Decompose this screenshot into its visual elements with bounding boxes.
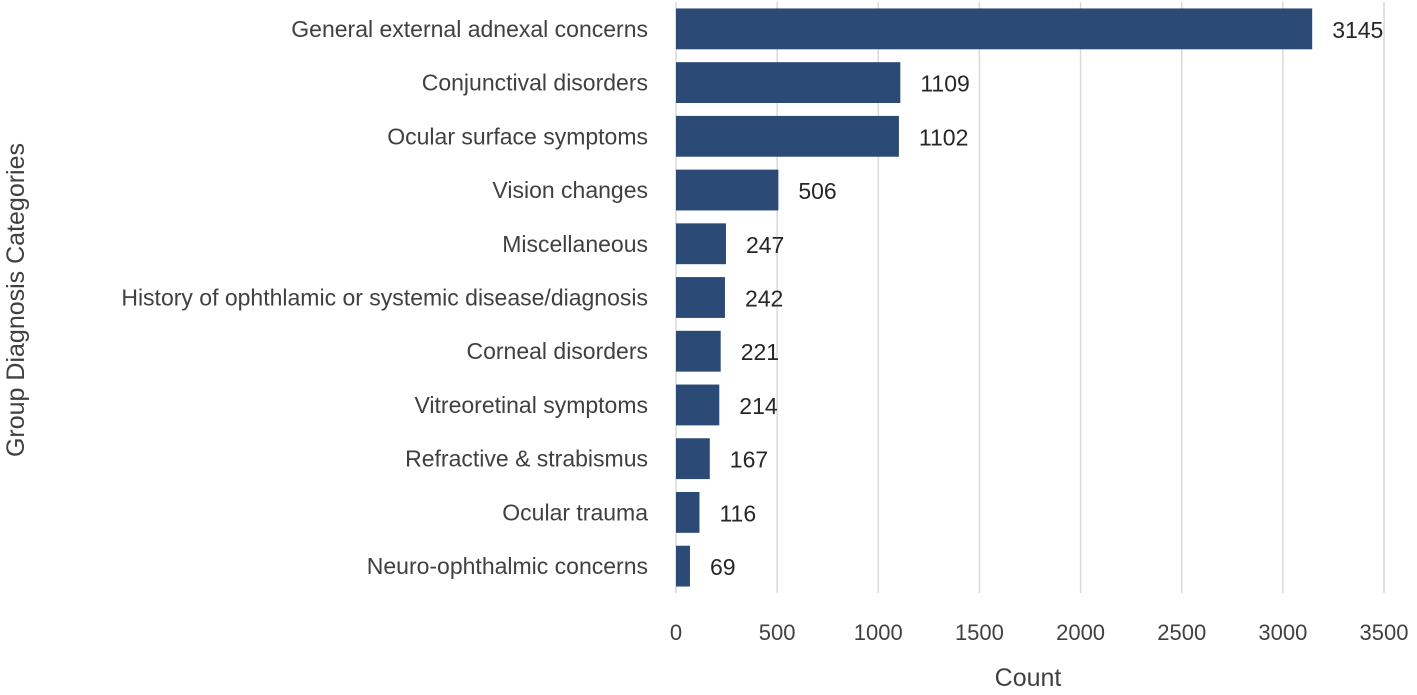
data-labels: 3145 1109 1102 506 247 242 221 214 167 116 69 (710, 17, 1383, 580)
category-label: Ocular trauma (502, 499, 648, 525)
bars (676, 8, 1313, 587)
x-tick-label: 500 (759, 620, 796, 645)
category-label: Miscellaneous (502, 231, 648, 257)
bar (676, 169, 779, 211)
category-label: Conjunctival disorders (422, 70, 648, 96)
data-label: 116 (719, 500, 756, 526)
bar (676, 330, 721, 372)
data-label: 3145 (1332, 17, 1383, 43)
category-label: History of ophthlamic or systemic diseas… (121, 285, 648, 311)
bar (676, 8, 1313, 50)
bar (676, 545, 690, 587)
bar (676, 62, 901, 104)
x-tick-label: 2000 (1056, 620, 1105, 645)
data-label: 1102 (919, 124, 968, 150)
bar (676, 277, 725, 318)
y-axis-title: Group Diagnosis Categories (2, 143, 30, 457)
bar (676, 115, 899, 157)
category-label: Vision changes (492, 177, 648, 203)
category-label: Neuro-ophthalmic concerns (367, 553, 648, 579)
x-tick-label: 0 (670, 620, 682, 645)
bar (676, 384, 720, 426)
x-tick-label: 3500 (1360, 620, 1409, 645)
bar (676, 438, 710, 480)
bar (676, 491, 700, 533)
category-label: Vitreoretinal symptoms (415, 392, 649, 418)
x-axis-title: Count (995, 664, 1062, 692)
category-label: Corneal disorders (466, 338, 648, 364)
data-label: 1109 (920, 71, 969, 97)
x-tick-label: 3000 (1258, 620, 1307, 645)
data-label: 214 (739, 393, 778, 419)
x-tick-label: 1500 (955, 620, 1004, 645)
category-labels: General external adnexal concerns Conjunc… (121, 16, 648, 579)
category-label: General external adnexal concerns (291, 16, 648, 42)
category-label: Refractive & strabismus (405, 446, 648, 472)
category-label: Ocular surface symptoms (387, 123, 648, 149)
x-tick-label: 1000 (854, 620, 903, 645)
data-label: 506 (798, 178, 836, 204)
data-label: 167 (730, 447, 768, 473)
bar (676, 223, 726, 265)
data-label: 247 (746, 232, 784, 258)
data-label: 69 (710, 554, 736, 580)
x-tick-labels: 0 500 1000 1500 2000 2500 3000 3500 (670, 620, 1409, 645)
x-tick-label: 2500 (1157, 620, 1206, 645)
data-label: 242 (745, 286, 783, 312)
data-label: 221 (741, 339, 779, 365)
